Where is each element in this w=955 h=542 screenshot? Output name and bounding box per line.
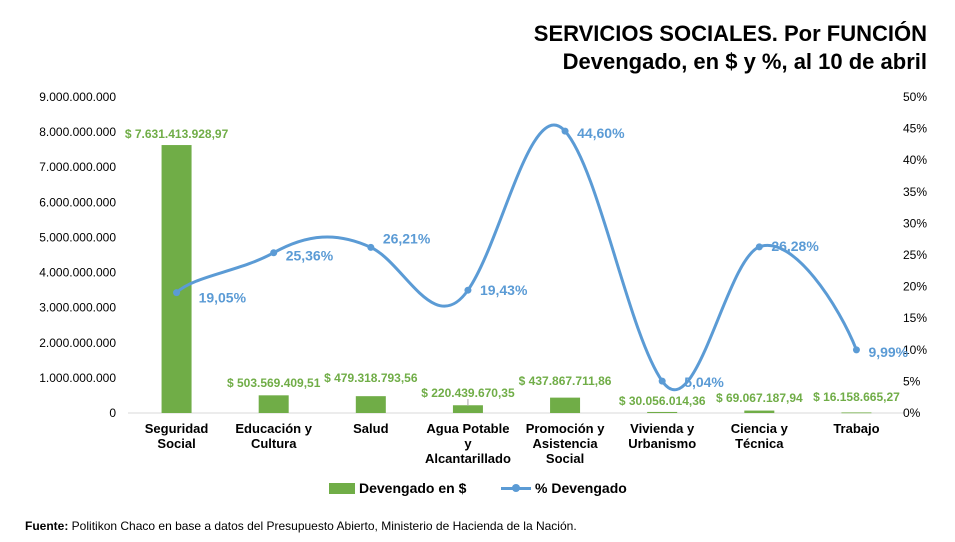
source-note: Fuente: Politikon Chaco en base a datos … [25,519,577,533]
y-left-tick-label: 5.000.000.000 [39,230,116,244]
legend-swatch-line [501,482,531,494]
source-text: Politikon Chaco en base a datos del Pres… [68,519,577,533]
legend-item-line: % Devengado [501,480,627,496]
x-tick-label: y [464,436,472,451]
x-tick-label: Social [157,436,195,451]
line-point [464,286,472,294]
y-left-tick-label: 2.000.000.000 [39,336,116,350]
y-left-tick-label: 3.000.000.000 [39,301,116,315]
chart-title: SERVICIOS SOCIALES. Por FUNCIÓN Devengad… [534,20,927,76]
x-tick-label: Asistencia [533,436,599,451]
x-tick-label: Educación y [235,421,312,436]
chart-title-line-1: SERVICIOS SOCIALES. Por FUNCIÓN [533,21,927,46]
bar [841,412,872,414]
x-tick-label: Vivienda y [630,421,695,436]
bar-data-label: $ 220.439.670,35 [421,386,515,400]
line-point [561,127,569,135]
line-data-label: 44,60% [577,125,625,141]
y-right-tick-label: 25% [903,248,927,262]
x-tick-label: Alcantarillado [425,451,511,466]
bar-data-label: $ 7.631.413.928,97 [125,127,229,141]
line-data-label: 9,99% [868,344,908,360]
bar [550,397,581,413]
line-data-label: 5,04% [684,374,724,390]
legend-item-bar: Devengado en $ [329,480,466,496]
y-left-tick-label: 1.000.000.000 [39,371,116,385]
y-right-tick-label: 40% [903,153,927,167]
y-right-tick-label: 50% [903,90,927,104]
line-point [852,346,860,354]
line-point [173,289,181,297]
line-data-label: 19,43% [480,282,528,298]
bar [258,395,289,413]
x-tick-label: Salud [353,421,388,436]
bar-data-label: $ 503.569.409,51 [227,376,321,390]
source-label: Fuente: [25,519,69,533]
legend-swatch-bar [329,482,355,494]
chart-legend: Devengado en $ % Devengado [0,480,955,500]
y-right-tick-label: 30% [903,216,927,230]
y-left-tick-label: 7.000.000.000 [39,160,116,174]
line-point [270,249,278,257]
y-left-tick-label: 6.000.000.000 [39,195,116,209]
y-right-tick-label: 0% [903,406,921,420]
y-left-tick-label: 8.000.000.000 [39,125,116,139]
line-point [755,243,763,251]
bar-data-label: $ 437.867.711,86 [519,374,612,388]
x-tick-label: Promoción y [526,421,606,436]
bar-data-label: $ 479.318.793,56 [324,371,418,385]
line-point [367,243,375,251]
line-data-label: 26,21% [383,230,431,246]
x-tick-label: Cultura [251,436,297,451]
x-tick-label: Seguridad [145,421,209,436]
y-left-tick-label: 0 [109,406,116,420]
bar [161,145,192,413]
y-right-tick-label: 10% [903,343,927,357]
bar [355,396,386,413]
y-left-tick-label: 4.000.000.000 [39,266,116,280]
bar [744,410,775,413]
y-right-tick-label: 20% [903,280,927,294]
x-tick-label: Trabajo [833,421,879,436]
chart-title-line-2: Devengado, en $ y %, al 10 de abril [562,49,927,74]
x-tick-label: Social [546,451,584,466]
line-data-label: 26,28% [771,238,819,254]
x-tick-label: Técnica [735,436,784,451]
y-right-tick-label: 35% [903,185,927,199]
bar [452,405,483,413]
line-point [658,377,666,385]
y-right-tick-label: 15% [903,311,927,325]
y-left-tick-label: 9.000.000.000 [39,90,116,104]
x-tick-label: Agua Potable [426,421,509,436]
line-data-label: 19,05% [199,290,247,306]
y-right-tick-label: 45% [903,122,927,136]
legend-label-bar: Devengado en $ [359,480,467,496]
bar-data-label: $ 30.056.014,36 [619,394,706,408]
line-series-path [175,123,858,392]
y-right-tick-label: 5% [903,374,921,388]
legend-label-line: % Devengado [535,480,627,496]
x-tick-label: Ciencia y [731,421,789,436]
bar-data-label: $ 69.067.187,94 [716,391,803,405]
bar-data-label: $ 16.158.665,27 [813,390,900,404]
bar [647,411,678,413]
x-tick-label: Urbanismo [628,436,696,451]
line-data-label: 25,36% [286,248,334,264]
